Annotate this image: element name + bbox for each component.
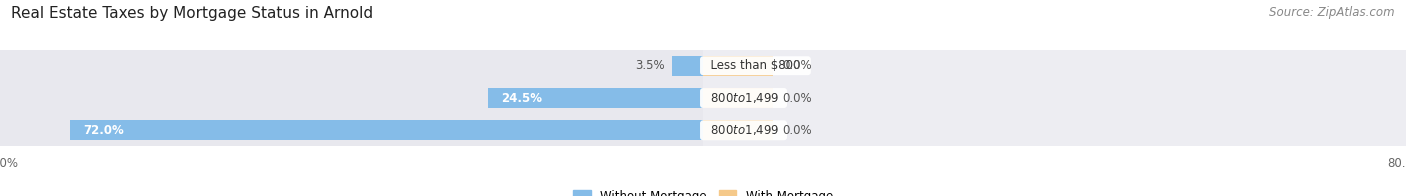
Bar	[672, 56, 703, 76]
Bar	[703, 50, 1406, 82]
Text: Real Estate Taxes by Mortgage Status in Arnold: Real Estate Taxes by Mortgage Status in …	[11, 6, 374, 21]
Text: 0.0%: 0.0%	[782, 59, 811, 72]
Bar	[703, 56, 773, 76]
Text: $800 to $1,499: $800 to $1,499	[703, 123, 785, 137]
Bar	[70, 120, 703, 140]
Bar	[488, 88, 703, 108]
Text: 0.0%: 0.0%	[782, 124, 811, 137]
Bar	[703, 114, 1406, 146]
Bar	[703, 82, 1406, 114]
Bar	[703, 88, 773, 108]
Text: Less than $800: Less than $800	[703, 59, 808, 72]
Bar	[0, 82, 703, 114]
Bar	[0, 114, 703, 146]
Text: 3.5%: 3.5%	[636, 59, 665, 72]
Legend: Without Mortgage, With Mortgage: Without Mortgage, With Mortgage	[568, 185, 838, 196]
Text: Source: ZipAtlas.com: Source: ZipAtlas.com	[1270, 6, 1395, 19]
Bar	[0, 50, 703, 82]
Bar	[703, 120, 773, 140]
Text: $800 to $1,499: $800 to $1,499	[703, 91, 785, 105]
Text: 24.5%: 24.5%	[501, 92, 541, 104]
Text: 0.0%: 0.0%	[782, 92, 811, 104]
Text: 72.0%: 72.0%	[83, 124, 124, 137]
